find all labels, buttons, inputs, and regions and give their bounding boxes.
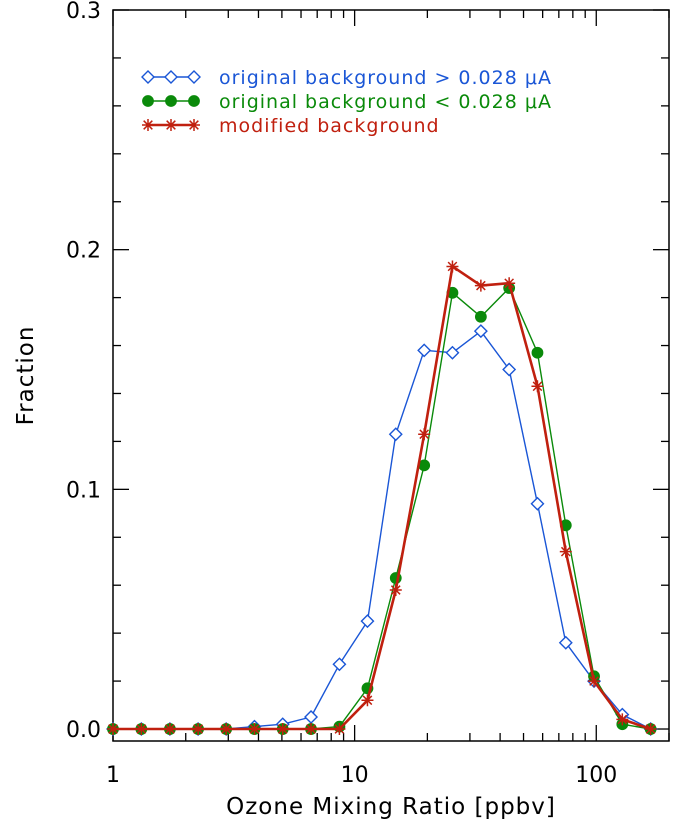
data-point — [473, 324, 488, 339]
data-point — [644, 723, 657, 736]
x-tick-label: 100 — [575, 763, 617, 788]
series-line — [113, 265, 652, 731]
legend-item-3: modified background — [142, 115, 440, 137]
data-point — [616, 713, 629, 726]
x-tick-label: 1 — [106, 763, 120, 788]
data-point — [417, 343, 432, 358]
y-tick-label: 0.0 — [66, 718, 101, 743]
tick-labels: 1 10 100 0.0 0.1 0.2 0.3 — [66, 0, 617, 788]
data-point — [530, 496, 545, 511]
legend-label: original background > 0.028 μA — [219, 67, 552, 89]
data-point — [503, 277, 516, 290]
data-point — [588, 675, 601, 688]
data-point — [445, 345, 460, 360]
data-point — [446, 260, 459, 273]
data-point — [305, 723, 318, 736]
data-point — [165, 119, 177, 131]
x-tick-label: 10 — [341, 763, 369, 788]
data-point — [558, 635, 573, 650]
data-point — [187, 70, 201, 84]
series-line — [113, 330, 651, 730]
y-tick-label: 0.1 — [66, 478, 101, 503]
data-point — [360, 614, 375, 629]
data-point — [361, 694, 374, 707]
data-point — [142, 119, 154, 131]
series-3 — [107, 260, 657, 736]
data-point — [220, 723, 233, 736]
data-point — [474, 310, 487, 323]
data-point — [304, 710, 319, 725]
legend-item-2: original background < 0.028 μA — [142, 91, 552, 113]
legend-label: original background < 0.028 μA — [219, 91, 552, 113]
data-point — [142, 95, 154, 107]
data-point — [164, 70, 178, 84]
data-point — [107, 723, 119, 736]
data-point — [418, 428, 431, 441]
data-point — [192, 723, 205, 736]
data-point — [531, 380, 544, 393]
axis-ticks — [112, 9, 670, 741]
data-point — [163, 723, 176, 736]
series-2 — [107, 282, 657, 735]
data-point — [474, 279, 487, 292]
y-tick-label: 0.2 — [66, 239, 101, 264]
data-point — [333, 723, 346, 736]
x-axis-title: Ozone Mixing Ratio [ppbv] — [226, 794, 556, 820]
data-point — [165, 95, 177, 107]
data-point — [188, 119, 200, 131]
data-point — [389, 584, 402, 597]
series-1 — [106, 324, 658, 737]
data-point — [188, 95, 200, 107]
legend-item-1: original background > 0.028 μA — [141, 67, 552, 89]
data-point — [559, 545, 572, 558]
data-point — [388, 427, 403, 442]
data-point — [531, 346, 544, 359]
series-line — [113, 287, 651, 730]
plot-frame — [112, 9, 670, 742]
data-point — [135, 723, 148, 736]
legend-label: modified background — [219, 115, 440, 137]
data-point — [332, 657, 347, 672]
data-point — [141, 70, 155, 84]
data-point — [248, 723, 261, 736]
y-axis-title: Fraction — [13, 326, 39, 426]
series-layer — [106, 260, 658, 737]
data-point — [502, 362, 517, 377]
data-point — [276, 723, 289, 736]
y-tick-label: 0.3 — [66, 0, 101, 24]
